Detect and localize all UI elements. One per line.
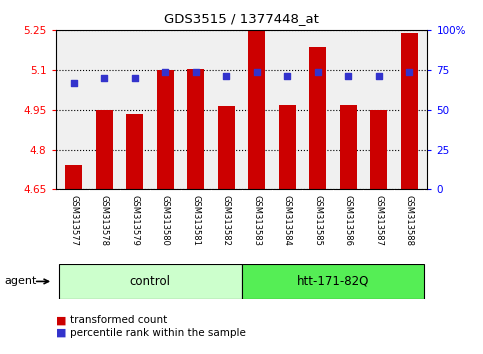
Point <box>192 69 199 74</box>
Point <box>222 74 230 79</box>
Text: ■: ■ <box>56 315 66 325</box>
Bar <box>242 264 425 299</box>
Text: GDS3515 / 1377448_at: GDS3515 / 1377448_at <box>164 12 319 25</box>
Point <box>314 69 322 74</box>
Bar <box>401 33 417 189</box>
Bar <box>279 105 296 189</box>
Text: ■: ■ <box>56 328 66 338</box>
Bar <box>66 166 82 189</box>
Point <box>100 75 108 81</box>
Point <box>253 69 261 74</box>
Text: GSM313581: GSM313581 <box>191 195 200 246</box>
Text: GSM313584: GSM313584 <box>283 195 292 246</box>
Text: GSM313583: GSM313583 <box>252 195 261 246</box>
Point <box>375 74 383 79</box>
Point <box>284 74 291 79</box>
Bar <box>248 31 265 189</box>
Point <box>70 80 78 86</box>
Text: GSM313580: GSM313580 <box>161 195 170 246</box>
Bar <box>370 110 387 189</box>
Point <box>161 69 169 74</box>
Bar <box>187 69 204 189</box>
Text: GSM313582: GSM313582 <box>222 195 231 246</box>
Text: GSM313585: GSM313585 <box>313 195 322 246</box>
Point <box>344 74 352 79</box>
Point <box>131 75 139 81</box>
Bar <box>127 114 143 189</box>
Text: percentile rank within the sample: percentile rank within the sample <box>70 328 246 338</box>
Text: control: control <box>129 275 170 288</box>
Text: GSM313579: GSM313579 <box>130 195 139 246</box>
Text: GSM313588: GSM313588 <box>405 195 413 246</box>
Bar <box>340 105 356 189</box>
Bar <box>309 47 326 189</box>
Text: htt-171-82Q: htt-171-82Q <box>297 275 369 288</box>
Text: agent: agent <box>5 276 37 286</box>
Text: GSM313577: GSM313577 <box>70 195 78 246</box>
Text: GSM313587: GSM313587 <box>374 195 383 246</box>
Bar <box>157 70 174 189</box>
Text: transformed count: transformed count <box>70 315 167 325</box>
Text: GSM313578: GSM313578 <box>100 195 109 246</box>
Bar <box>58 264 242 299</box>
Bar <box>96 110 113 189</box>
Point <box>405 69 413 74</box>
Text: GSM313586: GSM313586 <box>344 195 353 246</box>
Bar <box>218 106 235 189</box>
